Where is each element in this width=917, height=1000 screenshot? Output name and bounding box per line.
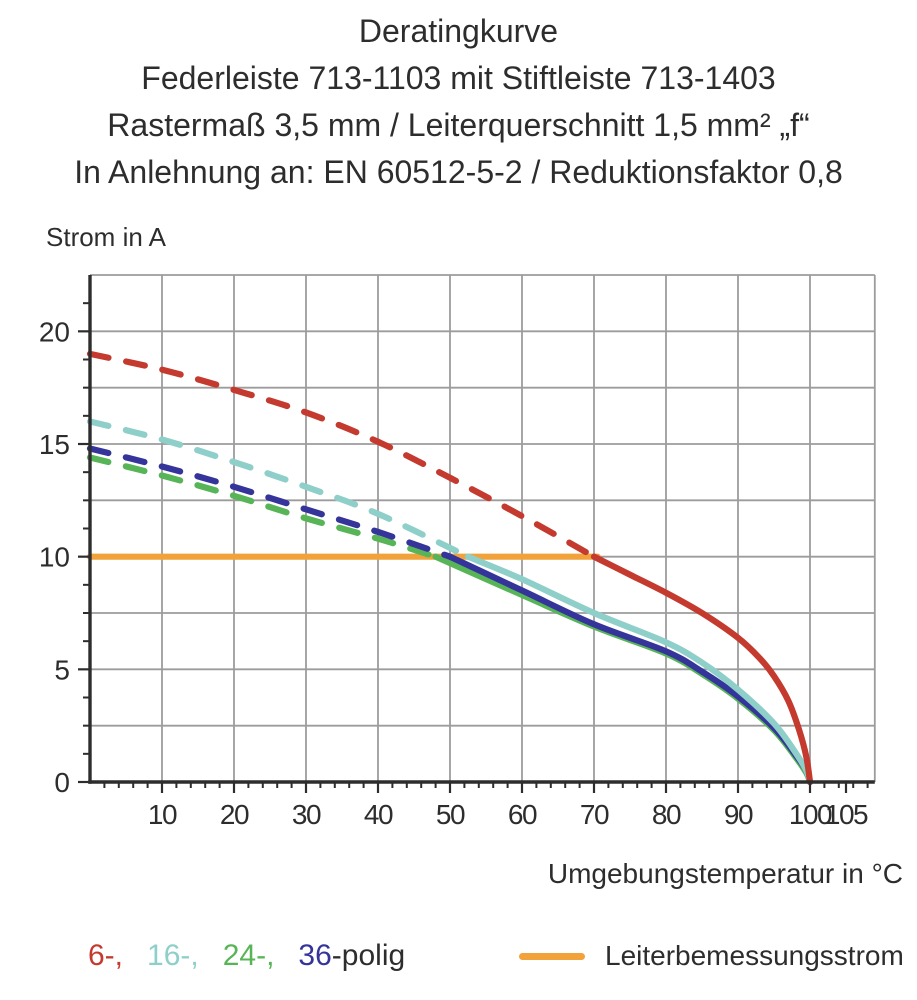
x-tick-label: 60	[508, 799, 537, 830]
x-axis-title: Umgebungstemperatur in °C	[547, 858, 903, 889]
chart-subtitle-3: In Anlehnung an: EN 60512-5-2 / Reduktio…	[74, 154, 843, 190]
y-tick-label: 10	[39, 542, 70, 573]
legend-item-3: 36	[298, 939, 332, 972]
y-tick-label: 5	[54, 654, 70, 685]
legend-item-2: 24-,	[222, 939, 275, 972]
x-tick-label: 50	[436, 799, 465, 830]
legend-poles: 6-, 16-, 24-, 36 -polig	[88, 932, 405, 980]
gridlines	[90, 274, 876, 782]
legend-item-4: -polig	[331, 939, 406, 972]
x-tick-label: 80	[652, 799, 681, 830]
series-6-polig	[86, 350, 814, 786]
rated-current-label: Leiterbemessungsstrom	[605, 940, 904, 971]
rated-current-line-swatch	[519, 952, 585, 960]
x-tick-label: 40	[364, 799, 393, 830]
chart-subtitle-2: Rastermaß 3,5 mm / Leiterquerschnitt 1,5…	[107, 107, 810, 143]
y-tick-label: 20	[39, 316, 70, 347]
x-tick-label: 20	[220, 799, 249, 830]
y-axis-title: Strom in A	[46, 222, 166, 252]
x-tick-label: 10	[148, 799, 177, 830]
legend-item-0: 6-,	[88, 939, 124, 972]
x-tick-label: 30	[292, 799, 321, 830]
x-tick-label: 70	[580, 799, 609, 830]
chart-area: 10 20 30 40 50 60 70 80 90 100 105 0 5 10 15 20	[0, 250, 917, 850]
chart-title-block: Deratingkurve Federleiste 713-1103 mit S…	[0, 8, 917, 196]
y-tick-label: 15	[39, 429, 70, 460]
series-16-polig	[86, 418, 814, 786]
x-tick-label: 105	[825, 799, 868, 830]
x-tick-label: 90	[724, 799, 753, 830]
legend-rated-current: Leiterbemessungsstrom	[519, 932, 904, 980]
chart-subtitle-1: Federleiste 713-1103 mit Stiftleiste 713…	[141, 60, 776, 96]
y-tick-label: 0	[54, 767, 70, 798]
x-tick-label: 100	[789, 799, 832, 830]
chart-title: Deratingkurve	[358, 13, 559, 49]
legend-item-1: 16-,	[147, 939, 199, 972]
